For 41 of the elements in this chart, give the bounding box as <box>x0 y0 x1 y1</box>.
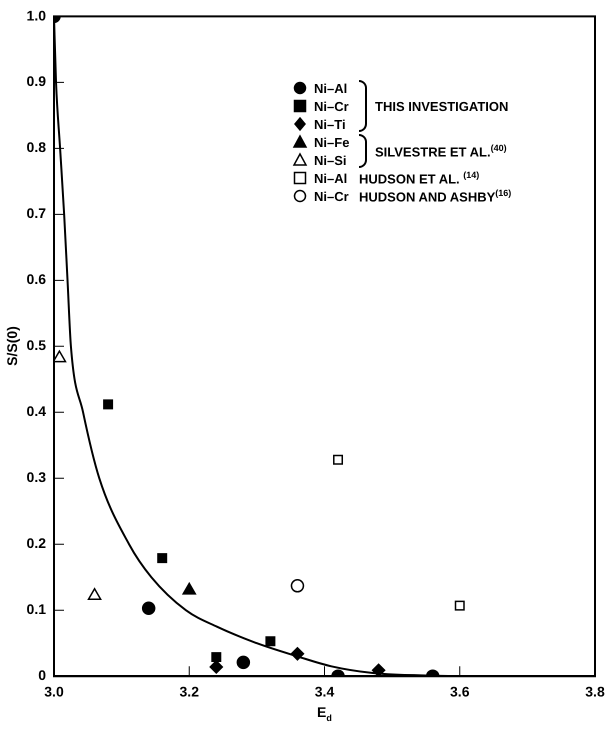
legend-label: Ni–Al <box>314 80 348 96</box>
point <box>454 600 465 611</box>
point <box>210 660 224 674</box>
y-tick-label: 0.2 <box>26 535 46 552</box>
point <box>142 601 156 615</box>
x-axis-title: E$_{d}$ <box>317 704 332 723</box>
legend-label: Ni–Fe <box>314 134 350 150</box>
x-tick-label: 3.6 <box>450 683 470 700</box>
point <box>372 664 386 676</box>
legend-label: Ni–Al <box>314 170 348 186</box>
y-tick-label: 0.8 <box>26 139 46 156</box>
x-tick-label: 3.0 <box>44 683 64 700</box>
legend-label: Ni–Ti <box>314 116 346 132</box>
point <box>290 647 304 661</box>
point <box>290 579 304 593</box>
legend-label: Ni–Si <box>314 152 347 168</box>
annotation: THIS INVESTIGATION <box>375 98 508 114</box>
y-tick-label: 0 <box>38 667 46 684</box>
y-axis-title: S/S(0) <box>4 326 20 366</box>
annotation: HUDSON ET AL. $^{(14)}$ <box>359 170 480 186</box>
point <box>265 636 276 646</box>
y-tick-label: 0.9 <box>26 73 46 90</box>
y-tick-label: 0.6 <box>26 271 46 288</box>
y-tick-label: 0.4 <box>26 403 46 420</box>
x-tick-label: 3.2 <box>180 683 200 700</box>
y-tick-label: 0.3 <box>26 469 46 486</box>
y-tick-label: 1.0 <box>26 7 46 24</box>
point <box>103 399 114 410</box>
y-tick-label: 0.7 <box>26 205 46 222</box>
y-tick-label: 0.5 <box>26 337 46 354</box>
annotation: SILVESTRE ET AL.$^{(40)}$ <box>375 143 507 160</box>
annotation: HUDSON AND ASHBY$^{(16)}$ <box>359 188 512 204</box>
legend-label: Ni–Cr <box>314 98 349 114</box>
x-tick-label: 3.4 <box>314 683 334 700</box>
legend-label: Ni–Cr <box>314 188 349 204</box>
x-tick-label: 3.8 <box>585 683 605 700</box>
point <box>157 553 168 564</box>
point <box>211 652 222 662</box>
point <box>236 656 250 670</box>
point <box>333 454 344 465</box>
y-tick-label: 0.1 <box>26 601 46 618</box>
